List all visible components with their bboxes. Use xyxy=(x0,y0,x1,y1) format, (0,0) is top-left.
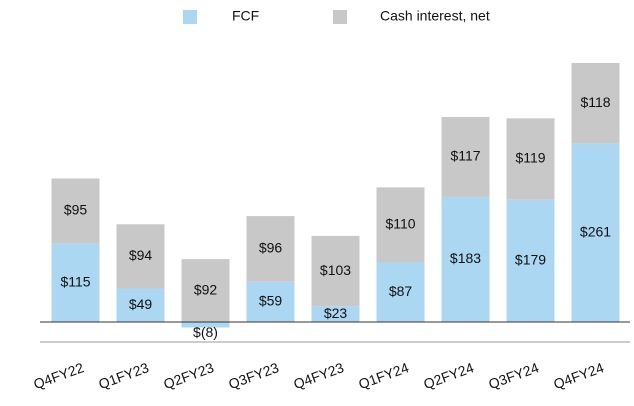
legend-swatch xyxy=(333,10,347,24)
bar-segment xyxy=(571,143,620,322)
bar-segment xyxy=(51,178,100,244)
value-label: $118 xyxy=(580,94,610,110)
bar-segment xyxy=(571,63,620,144)
legend-swatch xyxy=(183,10,197,24)
value-label: $183 xyxy=(450,250,481,266)
value-label: $87 xyxy=(389,283,413,299)
x-tick-label: Q1FY23 xyxy=(96,359,151,392)
x-tick-label: Q2FY24 xyxy=(421,359,476,392)
x-tick-label: Q4FY23 xyxy=(291,359,346,392)
bar-segment xyxy=(376,262,425,322)
legend-label: FCF xyxy=(232,8,259,24)
bar-segment xyxy=(51,243,100,322)
bar-segment xyxy=(506,199,555,322)
bar-segment xyxy=(246,216,295,282)
bar-segment xyxy=(116,288,165,322)
value-label: $110 xyxy=(385,216,415,232)
value-label: $92 xyxy=(194,281,218,297)
bar-segment xyxy=(311,306,360,322)
value-label: $(8) xyxy=(193,324,218,340)
value-label: $103 xyxy=(320,262,351,278)
x-tick-label: Q4FY24 xyxy=(551,359,606,392)
value-label: $95 xyxy=(64,202,88,218)
bar-segment xyxy=(506,118,555,200)
bar-segment xyxy=(441,116,490,197)
x-tick-label: Q3FY23 xyxy=(226,359,281,392)
x-tick-label: Q3FY24 xyxy=(486,359,541,392)
bar-segment xyxy=(116,224,165,289)
value-label: $119 xyxy=(515,150,545,166)
value-label: $49 xyxy=(129,296,153,312)
value-label: $179 xyxy=(515,252,546,268)
x-tick-label: Q1FY24 xyxy=(356,359,411,392)
value-label: $94 xyxy=(129,247,153,263)
x-tick-label: Q2FY23 xyxy=(161,359,216,392)
legend-label: Cash interest, net xyxy=(380,8,490,24)
bar-segment xyxy=(441,196,490,322)
bar-segment xyxy=(311,235,360,307)
bar-segment xyxy=(376,187,425,263)
value-label: $96 xyxy=(259,240,283,256)
value-label: $115 xyxy=(60,273,90,289)
value-label: $23 xyxy=(324,305,348,321)
bar-segment xyxy=(246,281,295,322)
value-label: $117 xyxy=(450,148,480,164)
value-label: $261 xyxy=(580,224,611,240)
x-tick-label: Q4FY22 xyxy=(31,359,86,392)
bar-segment xyxy=(181,259,230,322)
bar-segment xyxy=(181,322,230,328)
value-label: $59 xyxy=(259,293,283,309)
